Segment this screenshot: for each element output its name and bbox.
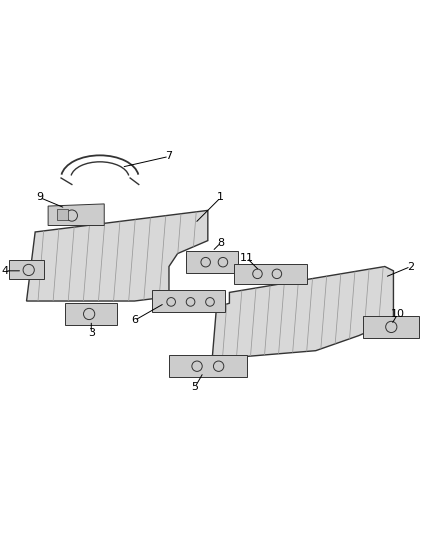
Polygon shape	[57, 209, 67, 220]
Text: 4: 4	[1, 266, 8, 276]
Polygon shape	[169, 355, 247, 377]
Polygon shape	[65, 303, 117, 325]
Text: 7: 7	[166, 151, 173, 161]
Text: 1: 1	[217, 192, 224, 203]
Text: 5: 5	[191, 382, 198, 392]
Polygon shape	[152, 290, 225, 312]
Polygon shape	[9, 260, 44, 279]
Polygon shape	[27, 211, 208, 301]
Polygon shape	[48, 204, 104, 225]
Text: 10: 10	[391, 309, 405, 319]
Text: 6: 6	[131, 316, 138, 326]
Text: 9: 9	[36, 192, 43, 203]
Polygon shape	[212, 266, 393, 359]
Text: 11: 11	[240, 253, 254, 263]
Text: 8: 8	[217, 238, 224, 248]
Text: 3: 3	[88, 328, 95, 338]
Text: 2: 2	[407, 262, 414, 271]
Polygon shape	[186, 252, 238, 273]
Polygon shape	[234, 264, 307, 284]
Polygon shape	[363, 316, 419, 338]
